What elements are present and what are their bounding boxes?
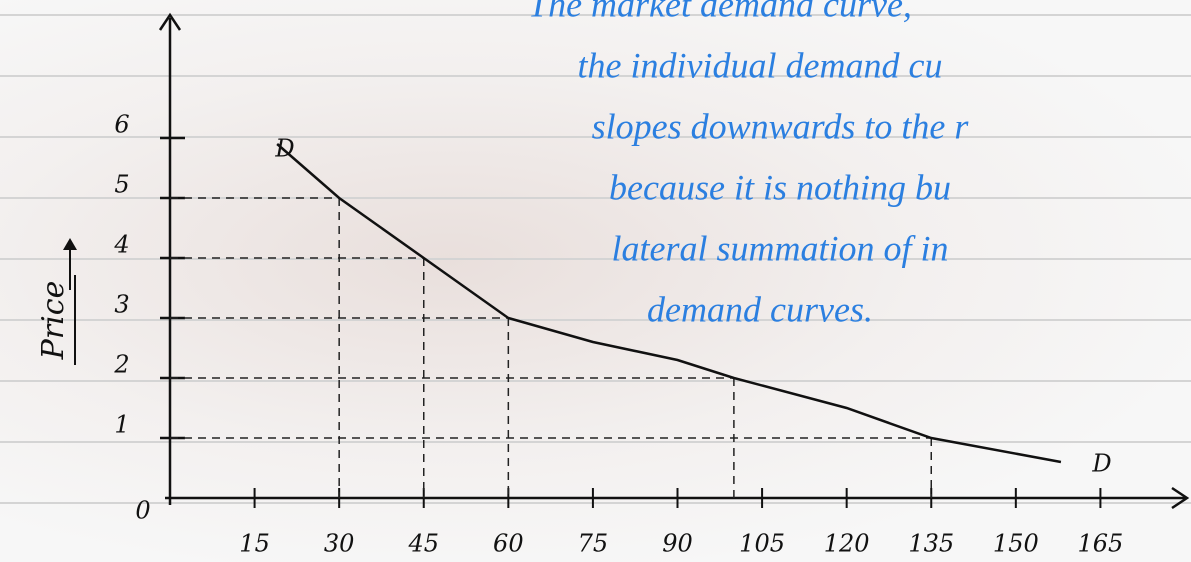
x-tick-label: 135 (908, 530, 954, 558)
y-tick-label: 1 (114, 411, 129, 439)
x-tick-label: 75 (578, 530, 609, 558)
y-tick-label: 2 (113, 351, 129, 379)
curve-label-end: D (1091, 450, 1111, 478)
note-line: the individual demand cu (578, 45, 943, 85)
x-tick-label: 15 (239, 530, 270, 558)
x-tick-label: 105 (739, 530, 785, 558)
note-line: demand curves. (647, 289, 873, 329)
x-tick-label: 165 (1078, 530, 1124, 558)
y-axis-label: Price (36, 281, 71, 361)
x-tick-label: 45 (407, 530, 439, 558)
note-line: because it is nothing bu (609, 167, 951, 207)
note-line: lateral summation of in (611, 228, 948, 268)
y-label-arrowhead (63, 238, 77, 250)
y-tick-label: 5 (114, 171, 129, 199)
note-line: slopes downwards to the r (592, 106, 970, 146)
x-tick-label: 120 (824, 530, 870, 558)
y-tick-label: 3 (114, 291, 129, 319)
y-tick-label: 4 (113, 231, 129, 259)
x-tick-label: 60 (493, 530, 524, 558)
chart: Price 0 D D The market demand curve, the … (0, 0, 1191, 562)
note-block: The market demand curve, the individual d… (528, 0, 969, 329)
x-tick-label: 90 (662, 530, 693, 558)
x-tick-label: 30 (324, 530, 355, 558)
origin-label: 0 (135, 497, 150, 525)
page: Price 0 D D The market demand curve, the … (0, 0, 1191, 562)
note-line: The market demand curve, (528, 0, 912, 24)
curve-label-start: D (274, 135, 294, 163)
x-tick-label: 150 (993, 530, 1039, 558)
y-tick-label: 6 (114, 111, 129, 139)
